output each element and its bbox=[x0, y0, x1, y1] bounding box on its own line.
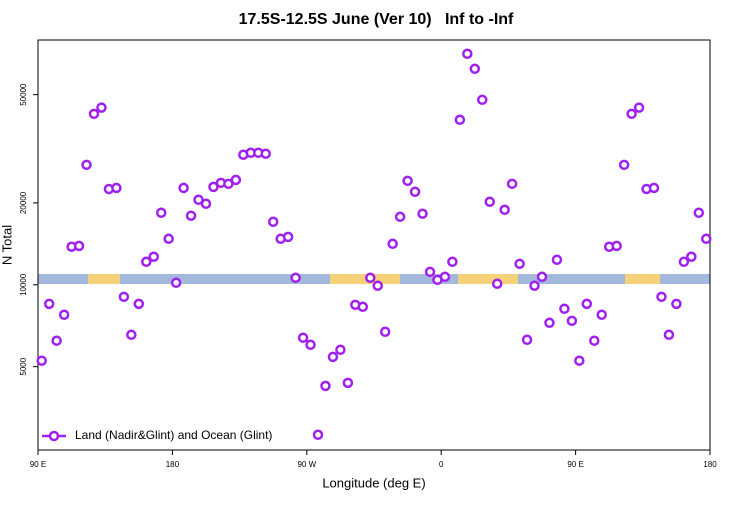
data-point bbox=[111, 182, 122, 194]
data-point bbox=[208, 181, 219, 193]
plot-frame bbox=[37, 39, 711, 451]
data-point bbox=[305, 339, 316, 350]
data-point bbox=[312, 429, 324, 441]
data-point bbox=[618, 159, 630, 171]
data-point bbox=[424, 266, 436, 278]
data-point bbox=[260, 148, 271, 159]
data-point bbox=[185, 210, 197, 221]
y-tick-label: 5000 bbox=[19, 357, 28, 375]
data-point bbox=[678, 256, 690, 268]
data-point bbox=[230, 174, 242, 186]
data-point bbox=[559, 303, 570, 315]
data-point bbox=[417, 208, 428, 219]
x-tick-label: 90 E bbox=[567, 460, 583, 469]
legend-marker bbox=[48, 430, 60, 442]
data-point bbox=[596, 309, 607, 321]
chart-title: 17.5S-12.5S June (Ver 10) Inf to -Inf bbox=[239, 11, 514, 28]
data-point bbox=[133, 298, 145, 310]
data-point bbox=[126, 329, 137, 341]
data-point bbox=[372, 280, 383, 291]
x-tick-label: 90 W bbox=[297, 460, 316, 469]
data-point bbox=[566, 315, 578, 327]
data-point bbox=[73, 240, 85, 252]
data-point bbox=[544, 317, 555, 329]
data-point bbox=[267, 216, 279, 227]
data-point bbox=[611, 240, 622, 252]
data-point bbox=[200, 198, 212, 209]
data-point bbox=[701, 233, 712, 245]
data-point bbox=[469, 63, 481, 75]
data-point bbox=[155, 207, 167, 218]
data-point bbox=[521, 334, 533, 346]
data-point bbox=[290, 272, 301, 284]
data-point bbox=[365, 272, 376, 284]
y-tick-label: 20000 bbox=[19, 191, 28, 214]
x-tick-label: 180 bbox=[703, 460, 717, 469]
data-point bbox=[141, 256, 152, 268]
data-point bbox=[514, 258, 525, 270]
data-point bbox=[327, 351, 339, 363]
data-point bbox=[402, 175, 413, 187]
legend-label: Land (Nadir&Glint) and Ocean (Glint) bbox=[75, 428, 272, 442]
data-point bbox=[335, 344, 346, 356]
data-point bbox=[671, 298, 682, 310]
x-tick-label: 0 bbox=[439, 460, 444, 469]
data-point bbox=[633, 102, 645, 113]
data-point bbox=[491, 278, 503, 289]
data-point bbox=[663, 329, 675, 341]
data-point bbox=[574, 355, 585, 366]
data-point bbox=[223, 178, 234, 190]
data-point bbox=[282, 231, 294, 243]
data-point bbox=[648, 182, 660, 194]
y-axis-label: N Total bbox=[0, 225, 14, 265]
data-point bbox=[379, 326, 391, 338]
data-point bbox=[43, 298, 55, 310]
data-point bbox=[178, 182, 189, 194]
data-point bbox=[484, 196, 495, 208]
data-point bbox=[118, 291, 130, 303]
y-tick-label: 50000 bbox=[19, 83, 28, 106]
x-tick-label: 90 E bbox=[30, 460, 46, 469]
data-point bbox=[529, 280, 540, 291]
data-point bbox=[297, 332, 309, 343]
x-tick-label: 180 bbox=[166, 460, 180, 469]
data-point bbox=[589, 335, 600, 346]
x-axis-label: Longitude (deg E) bbox=[322, 475, 425, 490]
data-point bbox=[163, 233, 174, 245]
data-point bbox=[394, 211, 406, 223]
data-point bbox=[477, 94, 488, 106]
data-point bbox=[447, 256, 458, 268]
data-point bbox=[88, 108, 100, 120]
data-point bbox=[656, 291, 667, 303]
data-point bbox=[58, 309, 70, 321]
data-point bbox=[387, 238, 398, 250]
data-point bbox=[581, 298, 593, 310]
data-point bbox=[693, 207, 705, 218]
data-point bbox=[51, 335, 62, 346]
data-point bbox=[462, 48, 473, 59]
data-point bbox=[357, 301, 369, 313]
data-point bbox=[36, 355, 47, 366]
data-point bbox=[81, 159, 92, 171]
data-point bbox=[536, 271, 548, 283]
data-point bbox=[686, 251, 697, 262]
data-point bbox=[320, 380, 331, 392]
data-point bbox=[626, 108, 637, 120]
data-point bbox=[193, 194, 204, 205]
data-point bbox=[454, 114, 466, 126]
data-point bbox=[170, 277, 182, 289]
data-point bbox=[439, 271, 451, 283]
data-point bbox=[96, 102, 107, 113]
data-point bbox=[506, 178, 518, 190]
data-point bbox=[551, 254, 563, 266]
data-point bbox=[409, 186, 421, 198]
data-point bbox=[342, 377, 354, 389]
data-point bbox=[499, 204, 510, 216]
data-point bbox=[148, 251, 159, 262]
y-tick-label: 10000 bbox=[19, 273, 28, 296]
